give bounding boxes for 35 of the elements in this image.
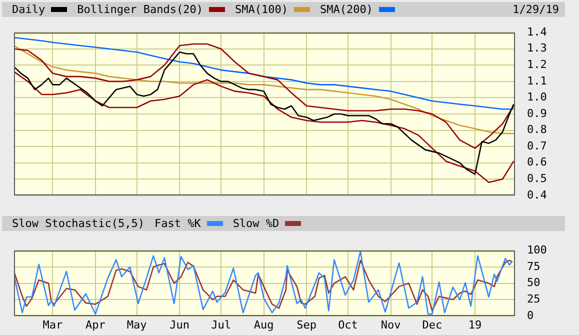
y-tick-label: 0.9 (527, 106, 547, 120)
text: 1/29/19 (512, 3, 559, 16)
x-tick-label: Dec (422, 318, 442, 332)
y-tick-label: 0.6 (527, 156, 547, 169)
x-tick-label: May (126, 318, 148, 332)
x-tick-label: Apr (85, 318, 106, 332)
y-tick-label: 1.4 (527, 25, 548, 38)
y-tick-label: 0.8 (527, 123, 547, 136)
x-tick-label: Oct (338, 318, 358, 332)
legend-label: Bollinger Bands(20) (77, 3, 203, 16)
y-tick-label: 1.2 (527, 58, 547, 72)
legend-label: Fast %K (154, 217, 201, 230)
y-tick-label: 0.5 (527, 172, 547, 185)
x-tick-label: Jul (211, 318, 231, 332)
y-tick-label: 100 (527, 243, 547, 256)
y-tick-label: 1.1 (527, 74, 547, 88)
legend-label: Slow %D (232, 217, 280, 230)
legend-label: SMA(100) (234, 3, 288, 16)
x-tick-label: Aug (254, 318, 274, 332)
x-tick-label: Mar (42, 318, 63, 332)
legend-label: SMA(200) (320, 3, 373, 16)
y-tick-label: 0.4 (527, 188, 548, 202)
y-tick-label: 1.3 (527, 42, 547, 55)
x-tick-label: Jun (170, 318, 190, 332)
y-tick-label: 25 (527, 292, 540, 306)
y-tick-label: 1.0 (527, 90, 547, 104)
x-tick-label: Sep (296, 318, 317, 332)
chart-title: Slow Stochastic(5,5) (12, 217, 144, 230)
x-tick-label: Nov (380, 318, 402, 332)
y-tick-label: 75 (527, 260, 540, 273)
y-tick-label: 0.7 (527, 139, 547, 152)
y-tick-label: 50 (527, 276, 540, 290)
legend-label: Daily (12, 3, 46, 16)
x-tick-label: 19 (468, 318, 482, 332)
y-tick-label: 0 (527, 308, 534, 322)
